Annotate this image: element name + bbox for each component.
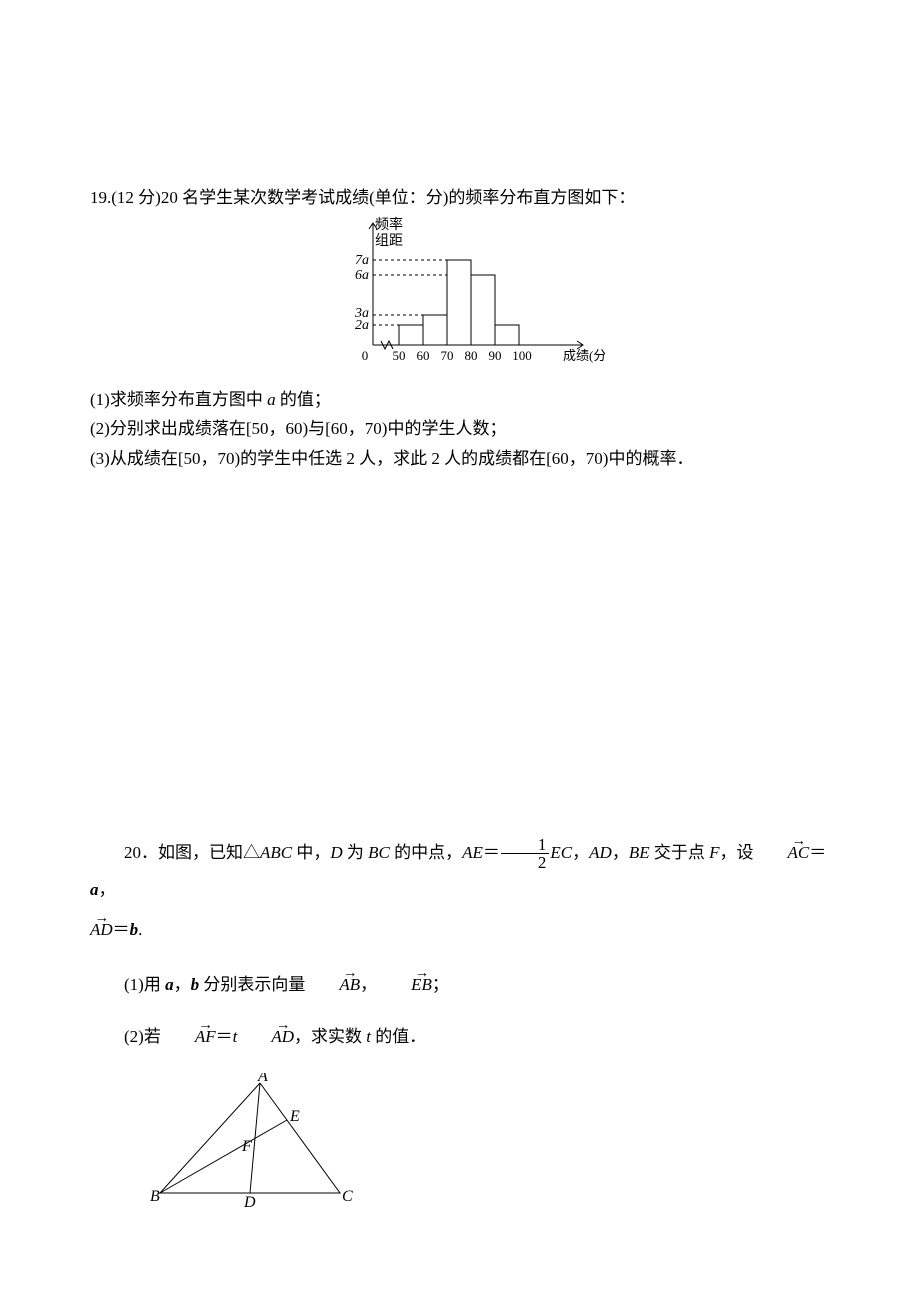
q20-triangle-container: A B C D E F bbox=[150, 1073, 830, 1218]
q20-p1-sep: ， bbox=[360, 975, 377, 994]
q19-part1-suffix: 的值； bbox=[276, 390, 331, 409]
hist-xlabel: 成绩(分) bbox=[563, 348, 605, 363]
q20-frac: 12 bbox=[501, 836, 550, 871]
hist-ytick-3a: 3a bbox=[354, 306, 369, 321]
q20-BC: BC bbox=[368, 843, 390, 862]
q20-p2-m: ，求实数 bbox=[294, 1027, 366, 1046]
q20-t2: 中， bbox=[292, 843, 330, 862]
q20-abc: ABC bbox=[260, 843, 292, 862]
q19-part1: (1)求频率分布直方图中 a 的值； bbox=[90, 386, 830, 413]
q20-frac-den: 2 bbox=[501, 853, 550, 871]
q19-part1-prefix: (1)求频率分布直方图中 bbox=[90, 390, 267, 409]
hist-xtick-90: 90 bbox=[489, 348, 502, 363]
q20-eq3: ＝ bbox=[113, 920, 130, 939]
arrow-icon: → bbox=[161, 1010, 216, 1042]
arrow-icon: → bbox=[377, 958, 432, 990]
q20-p1-af: 分别表示向量 bbox=[199, 975, 305, 994]
q20-line2: →AD＝b. bbox=[90, 911, 830, 948]
hist-xtick-50: 50 bbox=[393, 348, 406, 363]
arrow-icon: → bbox=[237, 1010, 294, 1042]
hist-bar-50-60 bbox=[399, 325, 423, 345]
q20: 20．如图，已知△ABC 中，D 为 BC 的中点，AE＝12EC，AD，BE … bbox=[90, 834, 830, 1218]
hist-ylabel-top: 频率 bbox=[375, 216, 403, 233]
hist-bar-90-100 bbox=[495, 325, 519, 345]
q20-eq1: ＝ bbox=[483, 843, 500, 862]
q20-BE: BE bbox=[629, 843, 650, 862]
q20-D: D bbox=[330, 843, 342, 862]
q20-triangle: A B C D E F bbox=[150, 1073, 360, 1213]
tri-label-C: C bbox=[342, 1188, 353, 1205]
q20-p1-end: ； bbox=[432, 975, 449, 994]
q20-vec-AB: →AB bbox=[305, 966, 360, 1003]
q20-b: b bbox=[130, 920, 139, 939]
hist-bar-70-80 bbox=[447, 260, 471, 345]
hist-ytick-6a: 6a bbox=[355, 268, 369, 283]
q20-p1-b: b bbox=[191, 975, 200, 994]
spacer bbox=[90, 474, 830, 794]
q19-part1-a: a bbox=[267, 390, 276, 409]
q20-p1-a: a bbox=[165, 975, 174, 994]
tri-label-B: B bbox=[150, 1188, 160, 1205]
q20-part1: (1)用 a，b 分别表示向量→AB，→EB； bbox=[90, 966, 830, 1003]
arrow-icon: → bbox=[305, 958, 360, 990]
q20-p: . bbox=[138, 920, 142, 939]
q20-vec-AC: →AC bbox=[753, 834, 809, 871]
q20-p2-pre: (2)若 bbox=[124, 1027, 161, 1046]
q19-number: 19.(12 分) bbox=[90, 188, 161, 207]
q20-part2: (2)若→AF＝t→AD，求实数 t 的值． bbox=[90, 1018, 830, 1055]
q19-histogram: 频率 组距 2a bbox=[315, 215, 605, 375]
q20-t6: ，设 bbox=[719, 843, 753, 862]
q20-t4: 的中点， bbox=[390, 843, 462, 862]
q20-a: a bbox=[90, 880, 99, 899]
q20-frac-num: 1 bbox=[501, 836, 550, 853]
q19-histogram-container: 频率 组距 2a bbox=[90, 215, 830, 380]
q20-c1: ， bbox=[572, 843, 589, 862]
q19-intro: 19.(12 分)20 名学生某次数学考试成绩(单位：分)的频率分布直方图如下： bbox=[90, 184, 830, 211]
q20-p2-eq: ＝ bbox=[216, 1027, 233, 1046]
hist-xtick-60: 60 bbox=[417, 348, 430, 363]
tri-BE bbox=[160, 1120, 287, 1193]
q20-vec-AD: →AD bbox=[90, 911, 113, 948]
arrow-icon: → bbox=[90, 903, 113, 935]
q20-t5: 交于点 bbox=[650, 843, 710, 862]
q20-AE: AE bbox=[462, 843, 483, 862]
tri-label-E: E bbox=[289, 1108, 300, 1125]
q19-intro-text: 20 名学生某次数学考试成绩(单位：分)的频率分布直方图如下： bbox=[161, 188, 636, 207]
page: 19.(12 分)20 名学生某次数学考试成绩(单位：分)的频率分布直方图如下：… bbox=[0, 0, 920, 1302]
q19-part2: (2)分别求出成绩落在[50，60)与[60，70)中的学生人数； bbox=[90, 415, 830, 442]
q20-c2: ， bbox=[612, 843, 629, 862]
hist-xtick-80: 80 bbox=[465, 348, 478, 363]
hist-bar-80-90 bbox=[471, 275, 495, 345]
q20-t1: 如图，已知△ bbox=[158, 843, 260, 862]
arrow-icon: → bbox=[753, 826, 809, 858]
q20-F: F bbox=[709, 843, 719, 862]
q19-part3: (3)从成绩在[50，70)的学生中任选 2 人，求此 2 人的成绩都在[60，… bbox=[90, 445, 830, 472]
tri-label-A: A bbox=[257, 1073, 268, 1085]
q20-eq2: ＝ bbox=[809, 843, 826, 862]
q20-tc: ， bbox=[99, 880, 116, 899]
q20-vec-EB: →EB bbox=[377, 966, 432, 1003]
hist-axis-break bbox=[381, 341, 393, 349]
tri-label-D: D bbox=[243, 1194, 256, 1211]
hist-xtick-100: 100 bbox=[512, 348, 532, 363]
q20-num: 20． bbox=[124, 843, 158, 862]
q20-EC: EC bbox=[550, 843, 572, 862]
q20-t3: 为 bbox=[343, 843, 369, 862]
q20-p2-end: 的值． bbox=[371, 1027, 426, 1046]
q20-vec-AF: →AF bbox=[161, 1018, 216, 1055]
q20-p1-m: ， bbox=[174, 975, 191, 994]
hist-bar-60-70 bbox=[423, 315, 447, 345]
hist-ytick-7a: 7a bbox=[355, 253, 369, 268]
q20-line1: 20．如图，已知△ABC 中，D 为 BC 的中点，AE＝12EC，AD，BE … bbox=[90, 834, 830, 909]
hist-ylabel-bot: 组距 bbox=[375, 233, 403, 249]
q20-AD: AD bbox=[589, 843, 612, 862]
q20-p1-pre: (1)用 bbox=[124, 975, 165, 994]
tri-label-F: F bbox=[241, 1138, 252, 1155]
hist-xtick-70: 70 bbox=[441, 348, 454, 363]
hist-xtick-0: 0 bbox=[362, 348, 369, 363]
q20-vec-AD2: →AD bbox=[237, 1018, 294, 1055]
